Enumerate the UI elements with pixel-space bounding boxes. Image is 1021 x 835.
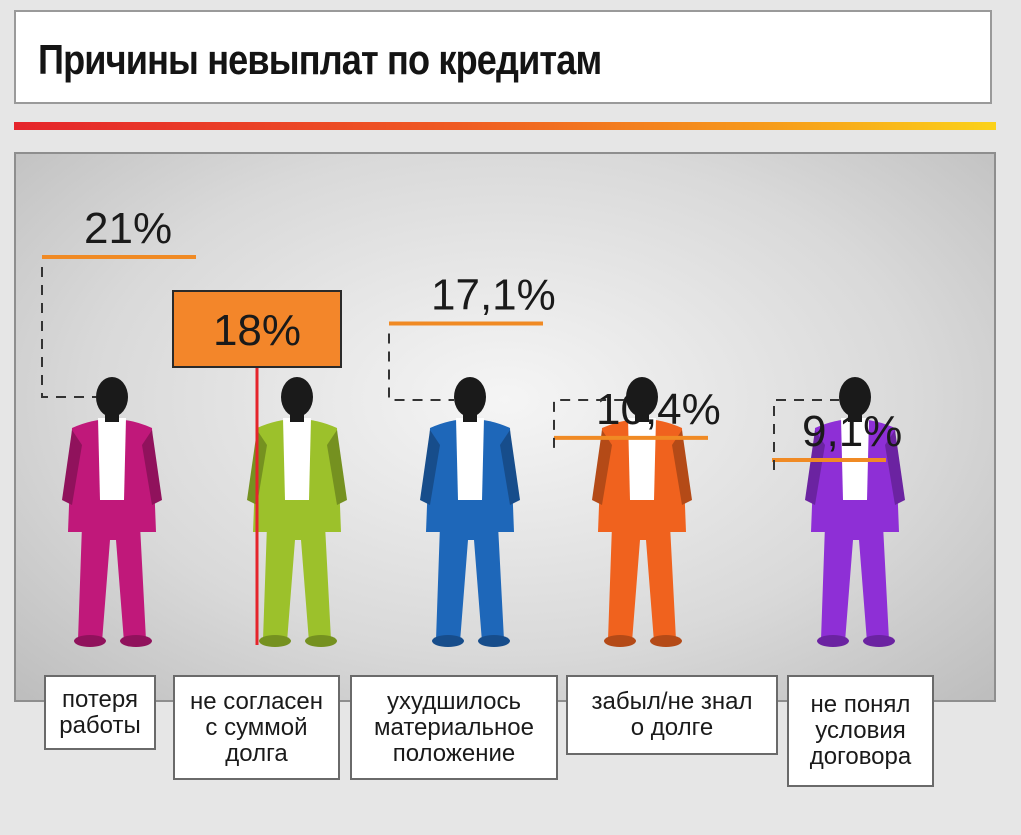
page-title: Причины невыплат по кредитам [38, 36, 602, 83]
leader-line-5 [773, 399, 839, 470]
value-label-3: 17,1% [431, 271, 556, 320]
category-label-1: потеря работы [44, 675, 156, 750]
person-figure-5 [805, 377, 905, 647]
category-label-4: забыл/не знал о долге [566, 675, 778, 755]
leader-line-3 [388, 333, 454, 401]
category-label-2: не согласен с суммой долга [173, 675, 340, 780]
category-label-3: ухудшилось материальное положение [350, 675, 558, 780]
leader-line-1 [41, 267, 96, 398]
person-figure-1 [62, 377, 162, 647]
person-figure-2 [247, 377, 347, 647]
person-figure-3 [420, 377, 520, 647]
category-label-5: не понял условия договора [787, 675, 934, 787]
leader-line-4 [553, 399, 626, 448]
value-label-4: 10,4% [596, 385, 721, 434]
title-box: Причины невыплат по кредитам [14, 10, 992, 104]
value-label-1: 21% [84, 204, 172, 253]
value-label-5: 9,1% [802, 407, 902, 456]
sign-board [172, 290, 342, 368]
value-label-2: 18% [213, 306, 301, 355]
accent-line [14, 122, 996, 130]
